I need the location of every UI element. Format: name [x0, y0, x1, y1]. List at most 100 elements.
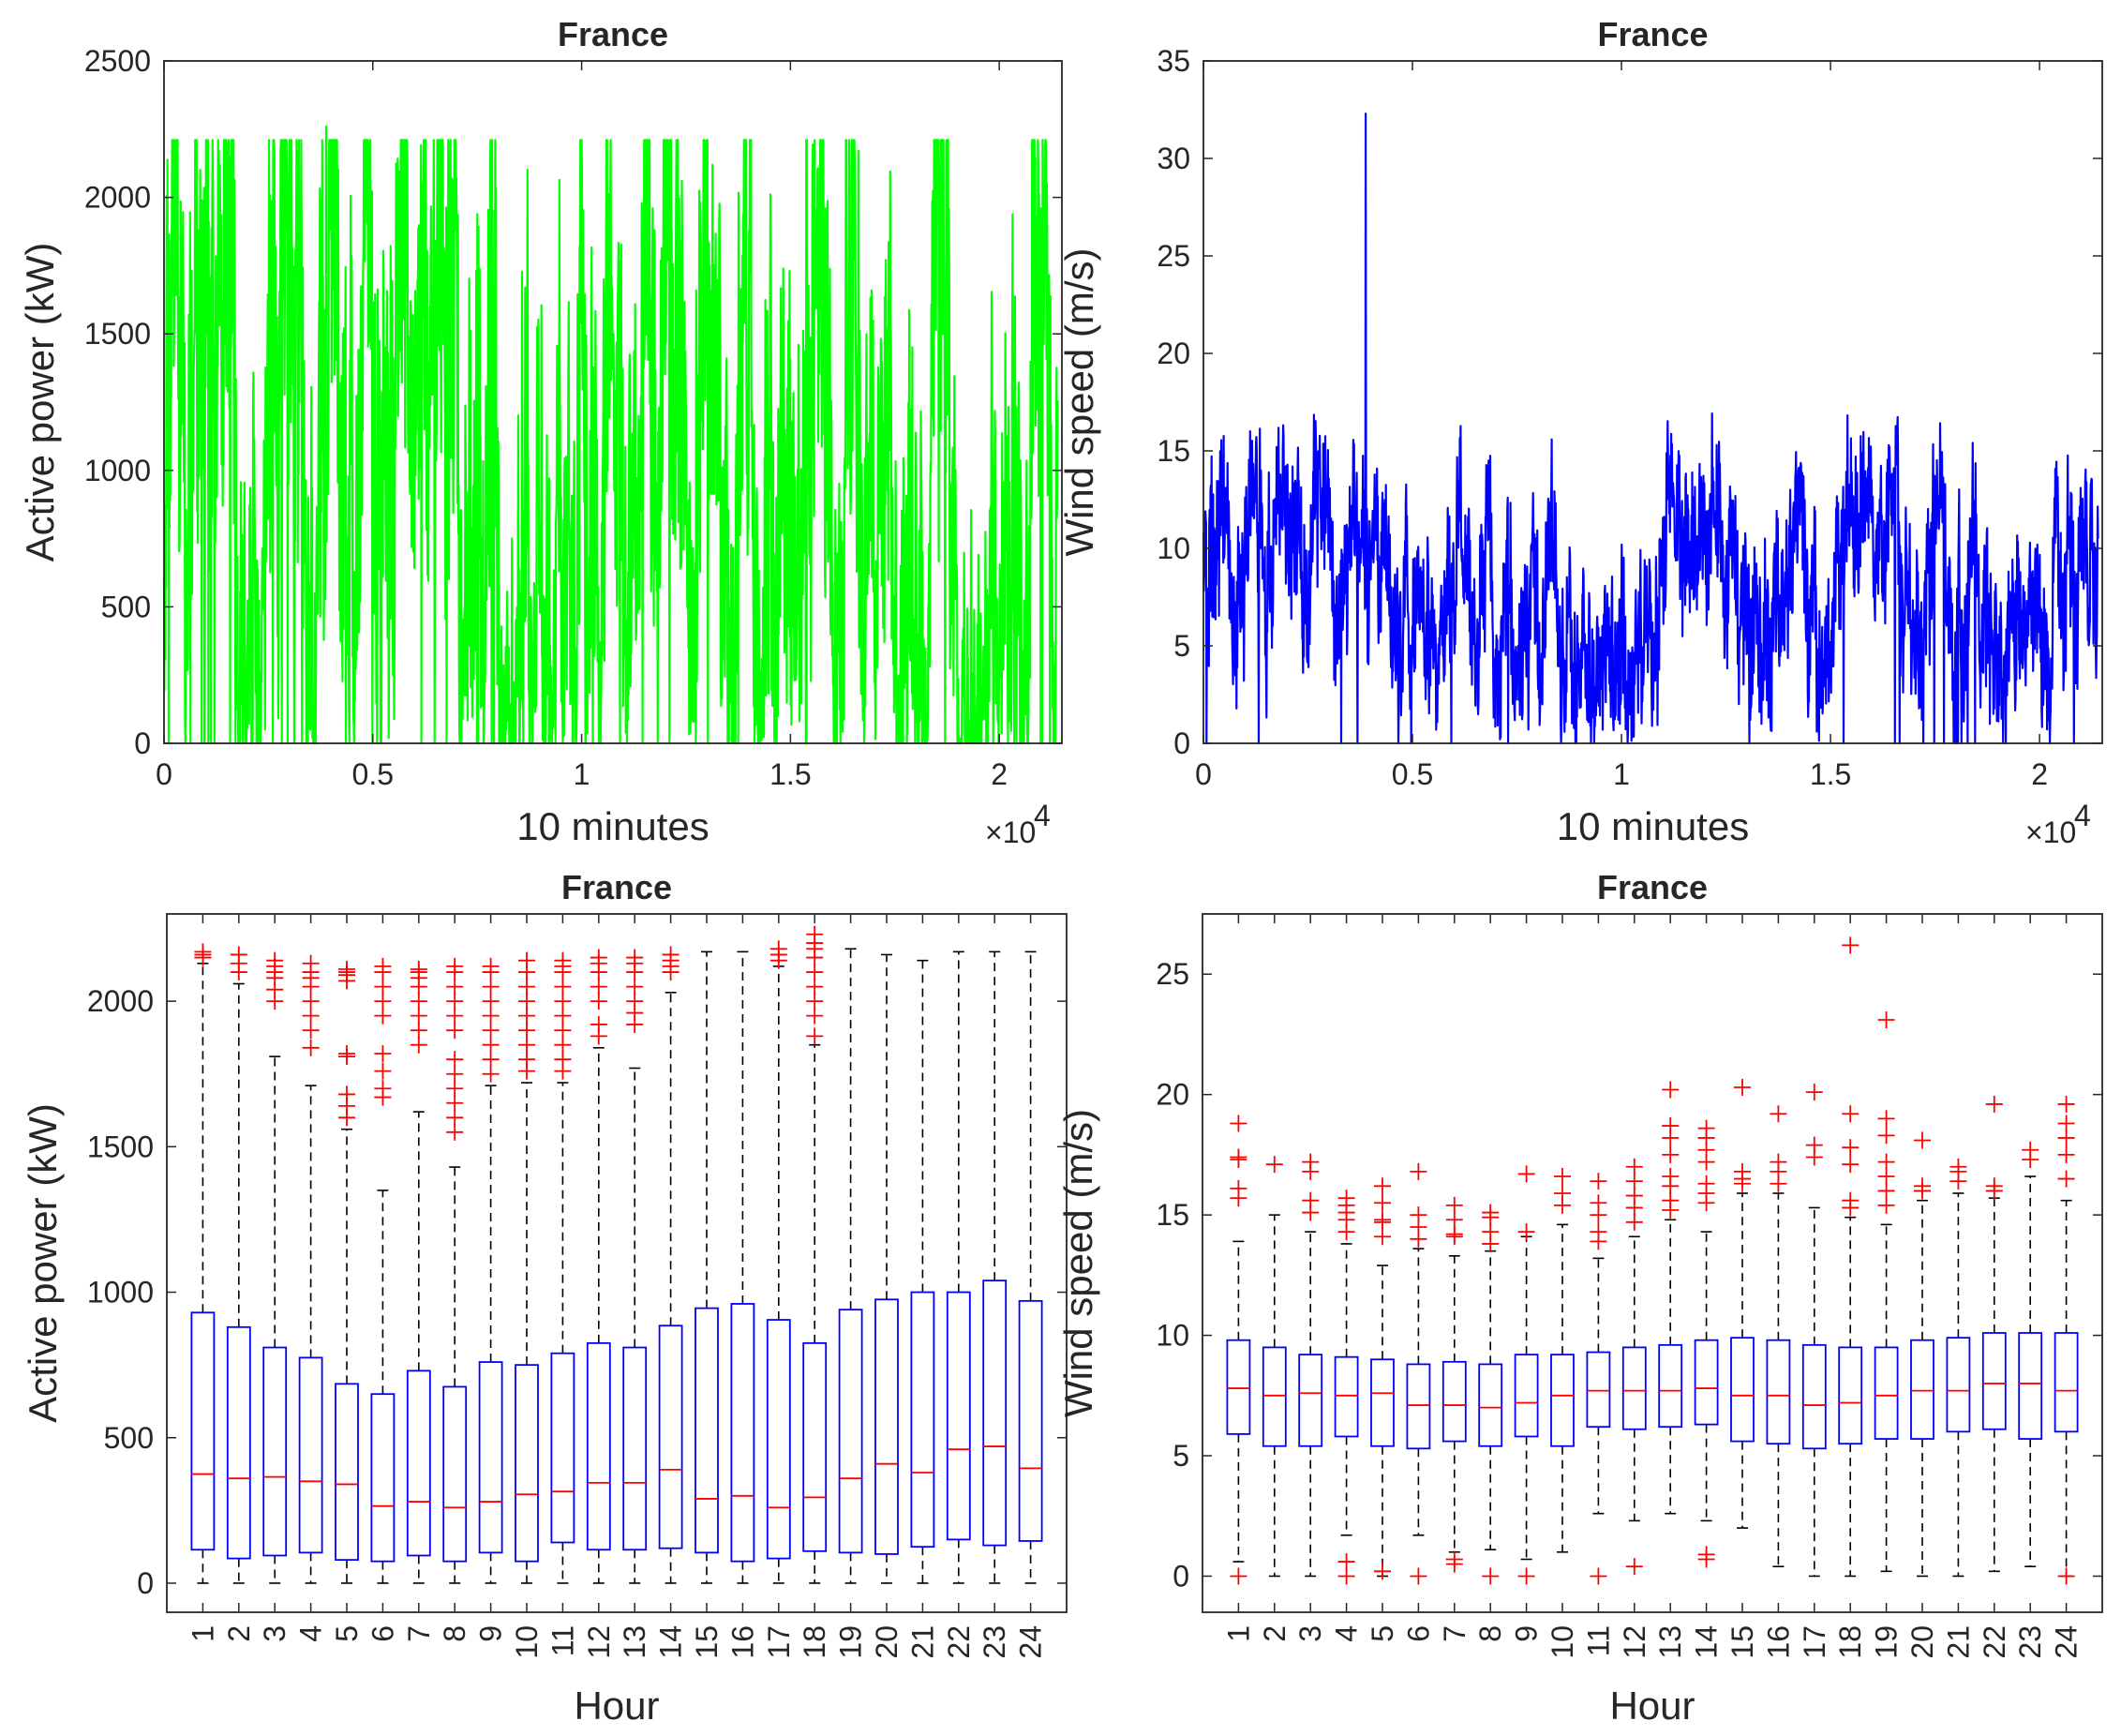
outlier-marker [482, 978, 500, 995]
outlier-marker [1842, 1105, 1860, 1123]
box-hour-20 [1910, 1131, 1934, 1578]
outlier-marker [1625, 1558, 1643, 1576]
x-tick-label: 8 [1473, 1625, 1507, 1642]
box-iqr [406, 1369, 431, 1557]
outlier-marker [590, 1015, 607, 1033]
box-hour-1 [190, 943, 216, 1584]
outlier-marker [1662, 1081, 1680, 1099]
x-axis-label: 10 minutes [1557, 804, 1749, 848]
y-tick-label: 500 [101, 590, 151, 623]
outlier-marker [446, 1109, 464, 1127]
x-tick-label: 12 [1618, 1625, 1651, 1659]
x-tick-label: 7 [1438, 1625, 1471, 1642]
outlier-marker [194, 943, 212, 961]
box-hour-5 [1370, 1177, 1395, 1580]
plot-frame [166, 913, 1068, 1613]
box-hour-15 [1730, 1078, 1755, 1529]
x-tick-label: 21 [905, 1625, 939, 1659]
box-iqr [1874, 1346, 1899, 1440]
outlier-marker [518, 1051, 535, 1069]
outlier-marker [554, 978, 572, 995]
box-hour-17 [1801, 1084, 1827, 1578]
outlier-marker [482, 1051, 500, 1069]
x-tick-label: 8 [438, 1625, 471, 1642]
outlier-marker [806, 978, 824, 995]
chart-wind-speed-hourly-boxplot: 1 2 3 4 5 6 7 8 9 10 11 12 13 14 15 16 17 18 19 20 21 22 23 240… [1056, 868, 2103, 1728]
outlier-marker [1842, 1191, 1860, 1209]
x-tick-label: 15 [690, 1625, 724, 1659]
box-hour-14 [1694, 1119, 1719, 1568]
outlier-marker [554, 1022, 572, 1040]
box-iqr [1478, 1363, 1503, 1447]
outlier-marker [1877, 1196, 1895, 1214]
outlier-marker [2057, 1115, 2075, 1132]
x-tick-label: 17 [1798, 1625, 1831, 1659]
box-iqr [1334, 1355, 1359, 1438]
chart-title: France [1597, 868, 1708, 906]
box-hour-2 [226, 946, 251, 1584]
y-tick-label: 30 [1157, 142, 1190, 175]
outlier-marker [2022, 1141, 2039, 1159]
box-hour-2 [1262, 1156, 1287, 1578]
outlier-marker [1914, 1131, 1931, 1149]
outlier-marker [518, 1022, 535, 1040]
box-iqr [1658, 1343, 1683, 1429]
x-tick-label: 1 [574, 757, 590, 791]
chart-title: France [558, 15, 668, 53]
box-hour-7 [1441, 1196, 1467, 1573]
x-tick-label: 0 [156, 757, 172, 791]
y-axis-label: Wind speed (m/s) [1057, 247, 1101, 556]
box-hour-6 [370, 957, 396, 1584]
outlier-marker [1374, 1177, 1391, 1195]
outlier-marker [1805, 1136, 1823, 1154]
x-tick-label: 13 [1653, 1625, 1687, 1659]
box-hour-17 [766, 940, 791, 1584]
x-tick-label: 24 [2050, 1625, 2084, 1659]
outlier-marker [590, 978, 607, 995]
box-hour-14 [658, 946, 683, 1584]
outlier-marker [1482, 1204, 1500, 1221]
x-tick-label: 1 [1613, 757, 1630, 791]
box-iqr [1730, 1337, 1755, 1443]
y-tick-label: 20 [1156, 1078, 1189, 1112]
outlier-marker [338, 960, 355, 978]
box-iqr [1406, 1363, 1431, 1450]
outlier-marker [1734, 1162, 1751, 1180]
x-axis-label: Hour [1609, 1684, 1695, 1728]
chart-wind-speed-timeseries: 0 5 10 15 20 25 30 35 France Wind speed (m/s) 0 0.5… [1057, 15, 2103, 849]
box-hour-3 [262, 951, 288, 1584]
series-line [1202, 112, 2099, 745]
outlier-marker [1697, 1175, 1715, 1192]
box-iqr [190, 1311, 216, 1551]
box-hour-15 [695, 950, 719, 1584]
y-tick-label: 35 [1157, 44, 1190, 78]
outlier-marker [410, 1007, 427, 1025]
outlier-marker [446, 957, 464, 975]
chart-title: France [561, 868, 672, 906]
x-axis-label: Hour [574, 1684, 659, 1728]
outlier-marker [482, 1022, 500, 1040]
y-tick-label: 0 [1173, 1559, 1189, 1593]
x-tick-label: 11 [1581, 1625, 1615, 1656]
box-hour-18 [1838, 936, 1863, 1578]
x-tick-label: 7 [402, 1625, 436, 1642]
box-iqr [1838, 1346, 1863, 1445]
outlier-marker [266, 951, 284, 969]
x-tick-label: 3 [258, 1625, 291, 1642]
box-iqr [335, 1383, 359, 1562]
x-tick-label: 9 [474, 1625, 508, 1642]
outlier-marker [2057, 1170, 2075, 1188]
outlier-marker [1842, 936, 1860, 954]
outlier-marker [1985, 1177, 2003, 1195]
x-tick-label: 16 [725, 1625, 759, 1659]
outlier-marker [1517, 1567, 1535, 1585]
outlier-marker [446, 1065, 464, 1083]
x-tick-label: 1.5 [1810, 757, 1851, 791]
x-tick-label: 2 [222, 1625, 256, 1642]
outlier-marker [1590, 1223, 1607, 1241]
outlier-marker [374, 1045, 392, 1062]
box-hour-4 [1334, 1190, 1359, 1585]
box-hour-23 [982, 950, 1008, 1584]
outlier-marker [1374, 1563, 1391, 1580]
x-tick-label: 18 [1833, 1625, 1867, 1659]
